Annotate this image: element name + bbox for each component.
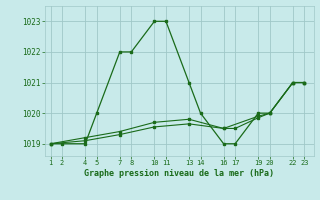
X-axis label: Graphe pression niveau de la mer (hPa): Graphe pression niveau de la mer (hPa) bbox=[84, 169, 274, 178]
